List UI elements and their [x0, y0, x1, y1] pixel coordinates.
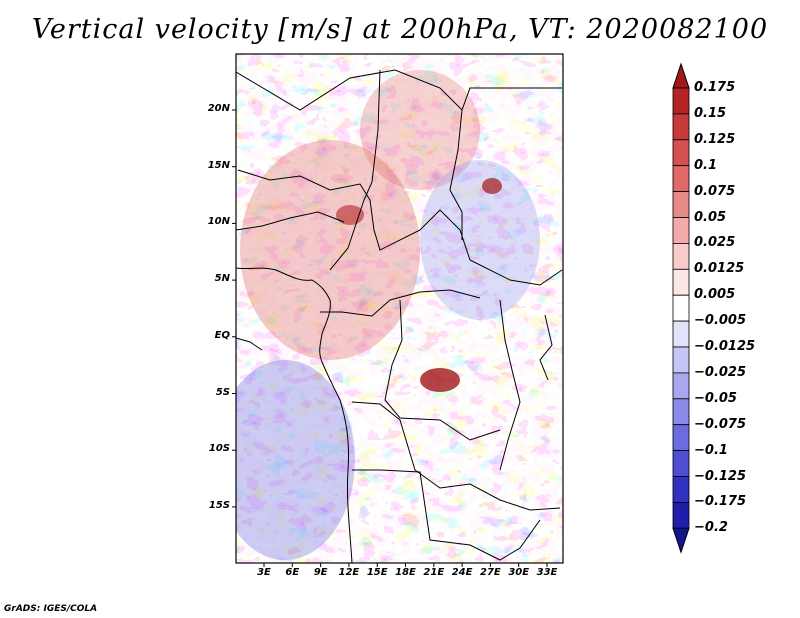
colorbar-segment [672, 294, 690, 322]
colorbar-label: 0.175 [694, 80, 736, 95]
vertical-velocity-field [236, 54, 563, 563]
colorbar-segment [672, 424, 690, 452]
lon-label: 21E [423, 567, 445, 578]
lat-label: 5N [214, 273, 230, 285]
map-title: Vertical velocity [m/s] at 200hPa, VT: 2… [31, 14, 769, 45]
colorbar-label: −0.075 [694, 416, 747, 432]
colorbar-label: 0.005 [694, 287, 736, 303]
colorbar-label: −0.175 [694, 494, 747, 510]
lat-label: 15S [208, 499, 230, 511]
colorbar-label: −0.2 [694, 520, 728, 536]
colorbar-label: 0.125 [694, 131, 736, 147]
colorbar-label: −0.005 [694, 313, 747, 329]
lat-label: 10S [208, 443, 230, 455]
colorbar-segment [672, 268, 690, 296]
lon-label: 18E [395, 567, 416, 578]
lon-label: 27E [480, 567, 501, 578]
colorbar-label: −0.05 [694, 390, 737, 406]
colorbar-segment [672, 139, 690, 167]
colorbar-top-arrow [672, 62, 690, 89]
lat-label: 15N [207, 159, 230, 171]
lon-label: 6E [285, 567, 300, 578]
colorbar-label: 0.0125 [694, 261, 745, 277]
colorbar-segment [672, 476, 690, 503]
lat-label: 10N [207, 216, 230, 228]
colorbar-segment [672, 501, 690, 529]
colorbar-bottom-arrow [672, 527, 690, 554]
colorbar-label: 0.025 [694, 235, 736, 251]
lon-label: 33E [536, 567, 558, 578]
lon-label: 12E [338, 567, 360, 578]
colorbar-label: −0.0125 [694, 339, 756, 354]
colorbar-segment [672, 450, 690, 477]
colorbar-label: −0.125 [694, 468, 747, 484]
colorbar-segment [672, 165, 690, 192]
colorbar-segment [672, 191, 690, 218]
colorbar [672, 62, 690, 554]
lon-label: 3E [257, 567, 271, 578]
colorbar-label: 0.15 [694, 105, 727, 121]
lon-label: 24E [451, 567, 473, 578]
lat-label: EQ [214, 329, 230, 341]
colorbar-segment [672, 346, 690, 374]
colorbar-label: 0.05 [694, 209, 727, 225]
lat-label: 5S [215, 386, 230, 398]
lon-label: 15E [366, 567, 388, 578]
colorbar-label: −0.1 [694, 442, 728, 458]
colorbar-segment [672, 398, 690, 426]
lon-label: 9E [313, 567, 328, 578]
plot-frame [235, 53, 564, 564]
colorbar-label: 0.075 [694, 183, 736, 199]
colorbar-segment [672, 217, 690, 244]
grads-credit: GrADS: IGES/COLA [4, 604, 98, 614]
colorbar-label: −0.025 [694, 364, 747, 380]
colorbar-segment [672, 242, 690, 270]
colorbar-segment [672, 87, 690, 115]
colorbar-segment [672, 320, 690, 348]
country-borders [236, 69, 563, 563]
colorbar-segment [672, 113, 690, 141]
lat-label: 20N [207, 103, 230, 114]
colorbar-label: 0.1 [694, 157, 718, 173]
lon-label: 30E [508, 567, 530, 578]
colorbar-segment [672, 372, 690, 400]
